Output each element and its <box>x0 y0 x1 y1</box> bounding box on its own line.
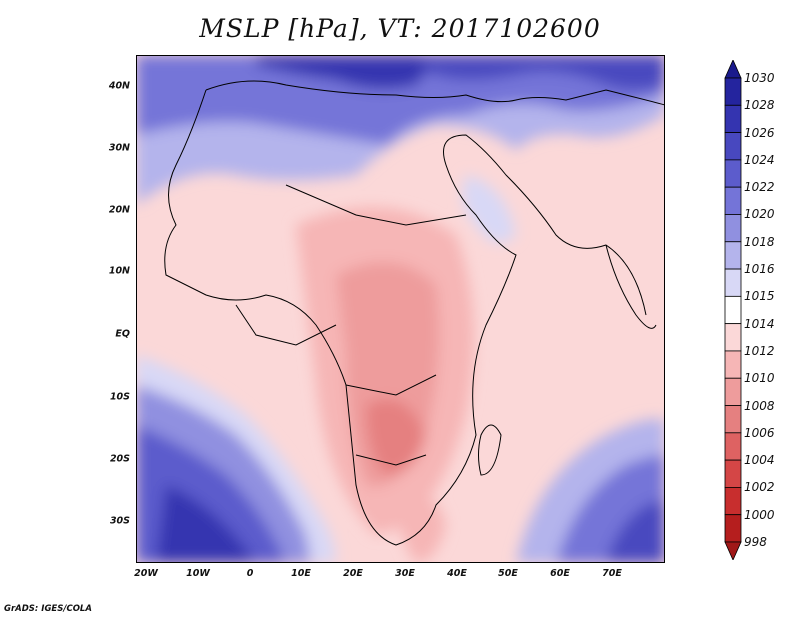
colorbar-label: 1026 <box>744 125 775 140</box>
mslp-map <box>136 55 665 563</box>
colorbar-label: 1004 <box>744 453 775 468</box>
colorbar-label: 1000 <box>744 507 775 522</box>
colorbar-label: 1024 <box>744 152 775 167</box>
colorbar-label: 1010 <box>744 371 775 386</box>
colorbar <box>724 60 742 560</box>
lon-label: 30E <box>395 568 415 579</box>
colorbar-label: 1006 <box>744 425 775 440</box>
lon-label: 0 <box>246 568 254 579</box>
colorbar-segment <box>724 186 742 215</box>
colorbar-label: 1022 <box>744 180 775 195</box>
lon-label: 40E <box>447 568 467 579</box>
colorbar-label: 1016 <box>744 262 775 277</box>
colorbar-top-arrow <box>724 60 742 79</box>
colorbar-label: 1012 <box>744 343 775 358</box>
colorbar-segment <box>724 159 742 188</box>
colorbar-segment <box>724 405 742 434</box>
colorbar-label: 1028 <box>744 98 775 113</box>
lon-label: 10W <box>186 568 210 579</box>
colorbar-segment <box>724 132 742 161</box>
coastlines <box>164 80 665 546</box>
colorbar-label: 1030 <box>744 71 775 85</box>
lat-label: 10S <box>109 391 130 403</box>
colorbar-label: 998 <box>744 535 767 549</box>
lat-label: EQ <box>115 328 130 340</box>
pressure-field <box>136 55 665 563</box>
colorbar-segment <box>724 241 742 270</box>
grads-credit: GrADS: IGES/COLA <box>4 604 92 614</box>
map-title: MSLP [hPa], VT: 2017102600 <box>199 14 601 43</box>
lon-label: 50E <box>498 568 518 579</box>
lon-label: 20W <box>134 568 158 579</box>
lon-label: 60E <box>550 568 570 579</box>
lon-label: 10E <box>291 568 311 579</box>
lat-label: 20S <box>109 453 130 465</box>
lon-label: 20E <box>343 568 363 579</box>
colorbar-label: 1020 <box>744 207 775 222</box>
lat-label: 30S <box>109 515 130 527</box>
colorbar-segment <box>724 104 742 133</box>
lat-label: 10N <box>108 265 130 277</box>
colorbar-label: 1018 <box>744 234 775 249</box>
colorbar-segment <box>724 323 742 352</box>
lat-label: 30N <box>108 142 130 154</box>
colorbar-segment <box>724 350 742 379</box>
colorbar-label: 1002 <box>744 480 775 495</box>
colorbar-segment <box>724 77 742 106</box>
lon-label: 70E <box>602 568 622 579</box>
colorbar-segment <box>724 295 742 325</box>
colorbar-segment <box>724 268 742 297</box>
colorbar-segment <box>724 514 742 543</box>
lat-label: 20N <box>108 204 130 216</box>
colorbar-segment <box>724 214 742 243</box>
colorbar-label: 1014 <box>744 316 775 331</box>
colorbar-segment <box>724 459 742 488</box>
colorbar-label: 1008 <box>744 398 775 413</box>
colorbar-bottom-arrow <box>724 541 742 560</box>
colorbar-segment <box>724 432 742 461</box>
lat-label: 40N <box>108 80 130 92</box>
colorbar-segment <box>724 377 742 406</box>
colorbar-segment <box>724 487 742 516</box>
map-frame <box>136 55 665 563</box>
colorbar-label: 1015 <box>744 289 775 304</box>
